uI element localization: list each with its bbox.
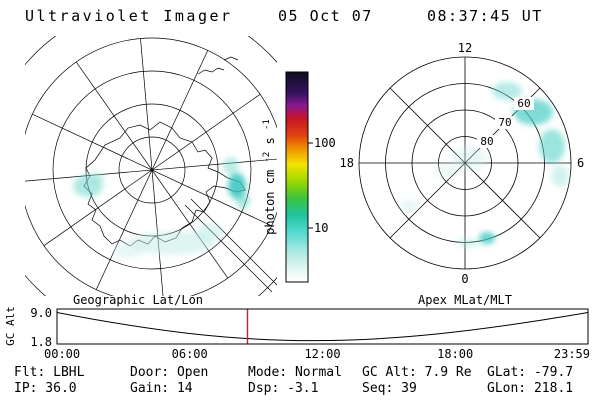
xtick-1200: 12:00 [304, 347, 340, 361]
strip-chart-frame [56, 308, 589, 345]
header: Ultraviolet Imager 05 Oct 07 08:37:45 UT [25, 7, 543, 25]
unit-exp-1: -2 [262, 152, 272, 163]
xtick-1800: 18:00 [437, 347, 473, 361]
status-glat: GLat: -79.7 [487, 365, 573, 380]
geo-lon-grid [25, 38, 277, 296]
label-backing [514, 97, 534, 110]
status-flt: Flt: LBHL [14, 365, 85, 380]
colorbar-tick-10: 10 [314, 221, 328, 235]
date-label: 05 Oct 07 [278, 7, 373, 25]
mlat-70-label: 70 [498, 116, 511, 129]
antarctica-coastline [83, 121, 246, 247]
unit-base-2: s [263, 137, 277, 144]
unit-exp-2: -1 [262, 119, 272, 130]
ytick-max: 9.0 [30, 306, 52, 320]
status-gc-alt: GC Alt: 7.9 Re [362, 365, 472, 380]
apex-plot-caption: Apex MLat/MLT [418, 293, 512, 307]
status-gain: Gain: 14 [130, 381, 193, 396]
unit-base: photon cm [263, 170, 277, 235]
status-readout: Flt: LBHL Door: Open Mode: Normal GC Alt… [14, 365, 573, 396]
apex-mlat-labels: 60 70 80 [477, 97, 534, 148]
xtick-2359: 23:59 [554, 347, 590, 361]
status-dsp: Dsp: -3.1 [248, 381, 318, 396]
apex-aurora-emission [400, 82, 569, 248]
label-backing [477, 135, 497, 148]
status-glon: GLon: 218.1 [487, 381, 573, 396]
strip-chart-xticks: 00:00 06:00 12:00 18:00 23:59 [44, 347, 590, 361]
gc-alt-strip-chart: GC Alt 9.0 1.8 00:00 06:00 12:00 18:00 2… [4, 306, 590, 361]
mlt-6-label: 6 [577, 156, 584, 170]
orbit-track-lines [184, 198, 277, 293]
xtick-0000: 00:00 [44, 347, 80, 361]
status-door: Door: Open [130, 365, 208, 380]
colorbar-unit-label: photon cm -2 s -1 [258, 119, 277, 235]
xtick-0600: 06:00 [172, 347, 208, 361]
gc-alt-curve [57, 312, 588, 342]
apex-polar-plot: 60 70 80 12 18 6 0 [340, 41, 585, 286]
mlt-18-label: 18 [340, 156, 354, 170]
geo-aurora-emission [73, 157, 250, 258]
status-mode: Mode: Normal [248, 365, 342, 380]
status-seq: Seq: 39 [362, 381, 417, 396]
mlt-0-label: 0 [461, 272, 468, 286]
strip-chart-plot-area [57, 309, 588, 344]
label-backing [495, 116, 515, 129]
time-label: 08:37:45 UT [427, 7, 543, 25]
geo-polar-plot [25, 36, 277, 296]
app-title: Ultraviolet Imager [25, 7, 233, 25]
ytick-min: 1.8 [30, 335, 52, 349]
colorbar-gradient [285, 71, 309, 283]
strip-chart-ylabel: GC Alt [4, 306, 17, 346]
coastline-fragment [197, 67, 225, 75]
coastline-fragment-2 [223, 56, 239, 61]
status-ip: IP: 36.0 [14, 381, 77, 396]
colorbar: 100 10 photon cm -2 s -1 [258, 71, 336, 283]
mlat-60-label: 60 [517, 97, 530, 110]
mlat-80-label: 80 [480, 135, 493, 148]
geo-plot-caption: Geographic Lat/Lon [73, 293, 203, 307]
apex-mlt-labels: 12 18 6 0 [340, 41, 585, 286]
mlt-12-label: 12 [458, 41, 472, 55]
colorbar-tick-100: 100 [314, 136, 336, 150]
